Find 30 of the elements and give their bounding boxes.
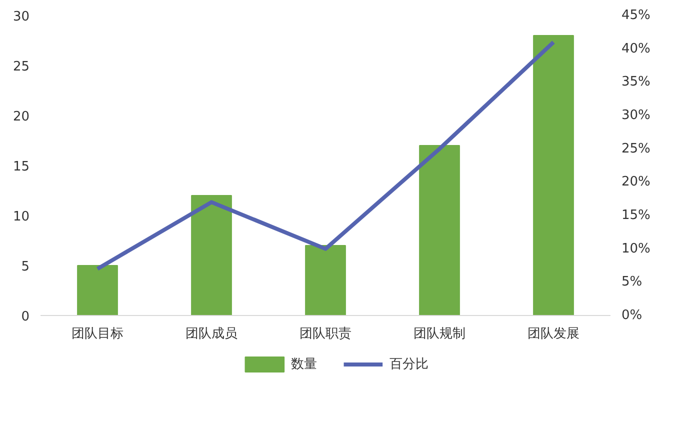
bar [191,195,232,316]
x-tick-label: 团队职责 [300,326,352,342]
y2-tick-label: 15% [622,208,650,223]
bar [419,145,460,316]
y-tick-label: 10 [12,210,30,224]
legend-label: 百分比 [390,357,429,372]
x-tick-label: 团队发展 [528,326,580,342]
bar [305,245,346,316]
legend-label: 数量 [291,357,318,372]
y2-tick-label: 25% [622,141,650,156]
y-tick-label: 15 [12,160,30,174]
x-tick-label: 团队成员 [186,326,238,342]
y-tick-label: 30 [12,10,30,24]
y2-tick-label: 0% [622,308,642,323]
y2-tick-label: 45% [622,8,650,23]
y-tick-label: 20 [12,110,30,124]
y2-tick-label: 30% [622,108,650,123]
y2-tick-label: 40% [622,41,650,56]
y-tick-label: 0 [21,310,30,324]
y-tick-label: 25 [12,60,30,74]
bar [77,265,118,316]
y2-tick-label: 20% [622,174,650,190]
x-tick-label: 团队目标 [72,326,124,342]
bar [533,35,574,316]
line-series [96,40,556,271]
y-tick-label: 5 [21,260,30,274]
x-tick-label: 团队规制 [414,326,466,342]
y2-tick-label: 5% [622,274,642,290]
y2-tick-label: 10% [622,241,650,256]
y2-tick-label: 35% [622,74,650,90]
